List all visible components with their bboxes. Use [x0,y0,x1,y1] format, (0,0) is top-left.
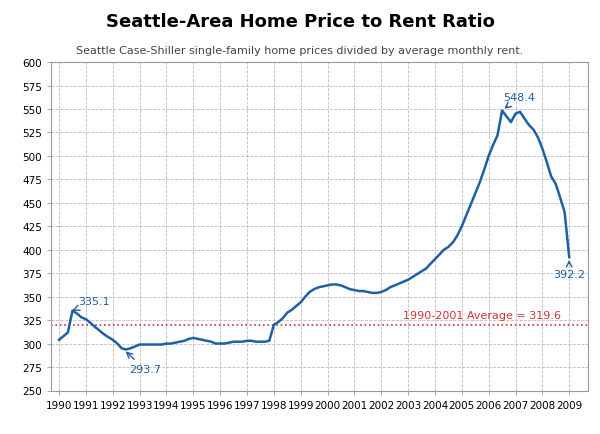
Text: 548.4: 548.4 [503,92,535,108]
Text: Seattle Case-Shiller single-family home prices divided by average monthly rent.: Seattle Case-Shiller single-family home … [76,46,524,56]
Text: 335.1: 335.1 [73,297,109,311]
Text: Seattle-Area Home Price to Rent Ratio: Seattle-Area Home Price to Rent Ratio [106,13,494,31]
Text: 1990-2001 Average = 319.6: 1990-2001 Average = 319.6 [403,311,561,321]
Text: 392.2: 392.2 [553,262,585,279]
Text: 293.7: 293.7 [127,352,161,374]
